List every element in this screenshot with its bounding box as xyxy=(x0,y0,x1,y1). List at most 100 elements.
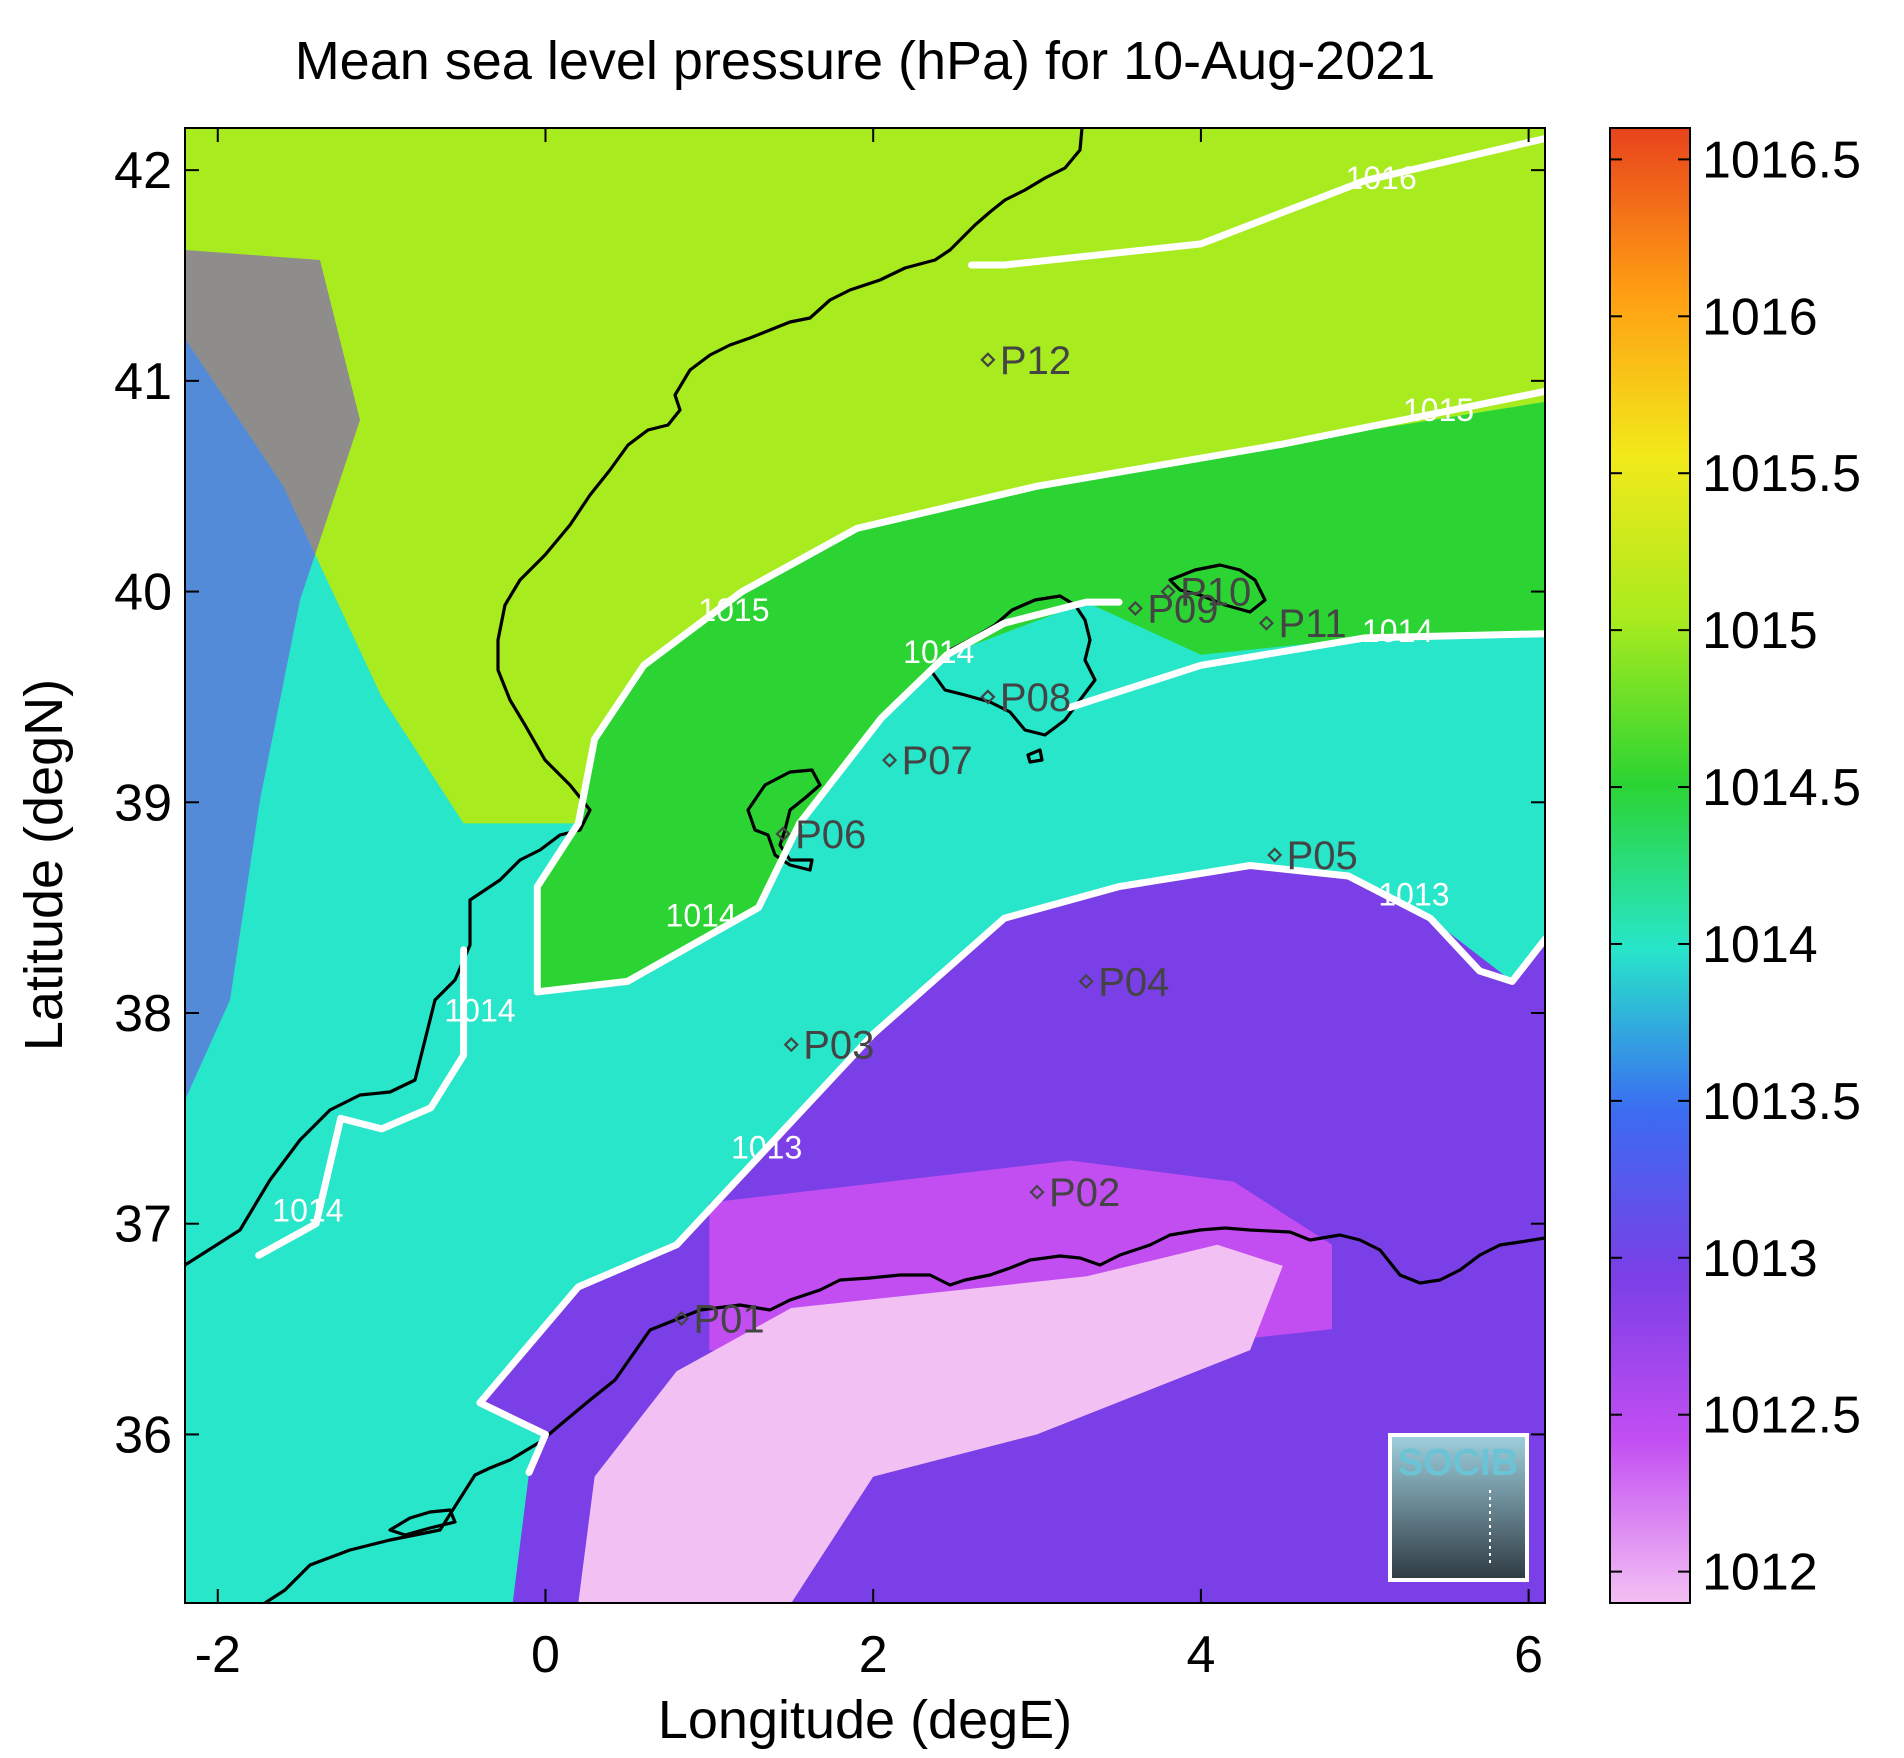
field-band-6 xyxy=(578,1244,1283,1603)
station-label: P12 xyxy=(1000,339,1071,383)
x-tick-label: 2 xyxy=(859,1626,888,1684)
field-land-west xyxy=(185,250,360,1100)
y-axis-label: Latitude (degN) xyxy=(14,679,74,1051)
station-label: P07 xyxy=(902,739,973,783)
iberian-coastline xyxy=(185,128,1084,1267)
station-label: P09 xyxy=(1147,587,1218,631)
station-marker xyxy=(1078,973,1094,989)
station-marker xyxy=(1029,1184,1045,1200)
menorca-outline xyxy=(1168,563,1267,614)
station-p08: P08 xyxy=(980,676,1071,720)
station-p05: P05 xyxy=(1267,834,1358,878)
y-tick-label: 40 xyxy=(114,564,172,622)
station-p12: P12 xyxy=(980,339,1071,383)
station-marker xyxy=(1127,600,1143,616)
y-tick-label: 38 xyxy=(114,985,172,1043)
station-marker xyxy=(1258,615,1275,631)
x-tick-label: -2 xyxy=(195,1626,241,1684)
station-marker xyxy=(783,1037,799,1053)
station-marker xyxy=(775,826,791,842)
contour-label: 1014 xyxy=(444,992,515,1028)
station-label: P11 xyxy=(1278,602,1346,646)
station-p09: P09 xyxy=(1127,587,1219,631)
station-marker xyxy=(980,352,996,368)
contour-label: 1015 xyxy=(698,592,769,628)
ibiza-outline xyxy=(746,768,822,872)
station-p02: P02 xyxy=(1029,1171,1120,1215)
contour-1014-coast xyxy=(255,946,468,1259)
station-marker xyxy=(882,752,898,768)
y-axis: 36 37 38 39 40 41 42 xyxy=(114,142,1545,1464)
colorbar-tick-label: 1014 xyxy=(1702,916,1818,974)
y-tick-label: 41 xyxy=(114,353,172,411)
station-label: P08 xyxy=(1000,676,1071,720)
colorbar-tick-label: 1016.5 xyxy=(1702,131,1861,189)
contour-label: 1014 xyxy=(903,634,974,670)
station-p11: P11 xyxy=(1258,602,1347,646)
contour-label: 1013 xyxy=(731,1129,802,1165)
contour-label: 1014 xyxy=(666,898,737,934)
station-marker xyxy=(980,689,996,705)
socib-logo: SOCIB xyxy=(1388,1433,1529,1582)
y-tick-label: 42 xyxy=(114,142,172,200)
colorbar-tick-label: 1015 xyxy=(1702,602,1818,660)
station-label: P02 xyxy=(1049,1171,1120,1215)
colorbar-tick-label: 1016 xyxy=(1702,288,1818,346)
mallorca-outline xyxy=(930,594,1097,737)
contour-1013 xyxy=(476,862,1545,1476)
colorbar-tick-label: 1013 xyxy=(1702,1230,1818,1288)
station-p07: P07 xyxy=(882,739,973,783)
x-axis: -2 0 2 4 6 xyxy=(195,128,1543,1684)
station-label: P04 xyxy=(1098,960,1169,1004)
logo-text: SOCIB xyxy=(1398,1442,1518,1484)
station-p04: P04 xyxy=(1078,960,1169,1004)
y-tick-label: 39 xyxy=(114,774,172,832)
station-label: P01 xyxy=(693,1298,764,1342)
y-tick-label: 36 xyxy=(114,1406,172,1464)
contour-lines: 1013 1013 1015 1015 1014 1014 1014 1014 1014 1016 xyxy=(255,135,1545,1476)
coastline xyxy=(185,128,1545,1603)
contour-1014-east xyxy=(1066,630,1545,711)
alboran-coast xyxy=(388,1508,457,1537)
colorbar-tick-label: 1012.5 xyxy=(1702,1387,1861,1445)
station-p10: P10 xyxy=(1160,571,1251,615)
y-tick-label: 37 xyxy=(114,1196,172,1254)
colorbar-tick-label: 1015.5 xyxy=(1702,445,1861,503)
station-label: P06 xyxy=(795,813,866,857)
contour-label: 1013 xyxy=(1378,877,1449,913)
colorbar: 1012 1012.5 1013 1013.5 1014 1014.5 1015 1015.5… xyxy=(1609,127,1861,1604)
station-marker xyxy=(673,1310,690,1327)
station-p06: P06 xyxy=(775,813,866,857)
contour-label: 1016 xyxy=(1346,160,1417,196)
contour-label: 1015 xyxy=(1403,392,1474,428)
contour-1014-ring xyxy=(533,598,1123,996)
plot-frame xyxy=(184,127,1546,1604)
colorbar-tick-label: 1014.5 xyxy=(1702,759,1861,817)
x-tick-label: 0 xyxy=(531,1626,560,1684)
station-label: P03 xyxy=(803,1024,874,1068)
field-band-2 xyxy=(185,128,1545,824)
chart-title: Mean sea level pressure (hPa) for 10-Aug… xyxy=(294,31,1436,91)
station-marker xyxy=(1267,847,1283,863)
colorbar-ticks: 1012 1012.5 1013 1013.5 1014 1014.5 1015 1015.5… xyxy=(1610,131,1861,1602)
cabrera-outline xyxy=(1026,748,1044,764)
africa-coastline xyxy=(264,1226,1545,1603)
station-p01: P01 xyxy=(673,1298,765,1342)
colorbar-tick-label: 1012 xyxy=(1702,1544,1818,1602)
contour-1016 xyxy=(968,135,1545,269)
colorbar-tick-label: 1013.5 xyxy=(1702,1073,1861,1131)
station-p03: P03 xyxy=(783,1024,874,1068)
contour-label: 1014 xyxy=(272,1193,343,1229)
colorbar-bar xyxy=(1609,127,1691,1604)
station-label: P10 xyxy=(1180,571,1251,615)
x-axis-label: Longitude (degE) xyxy=(658,1690,1072,1750)
contour-label: 1014 xyxy=(1362,613,1433,649)
station-label: P05 xyxy=(1287,834,1358,878)
contour-1014 xyxy=(533,387,1545,996)
station-marker xyxy=(1160,584,1176,600)
x-tick-label: 6 xyxy=(1514,1626,1543,1684)
x-tick-label: 4 xyxy=(1186,1626,1215,1684)
